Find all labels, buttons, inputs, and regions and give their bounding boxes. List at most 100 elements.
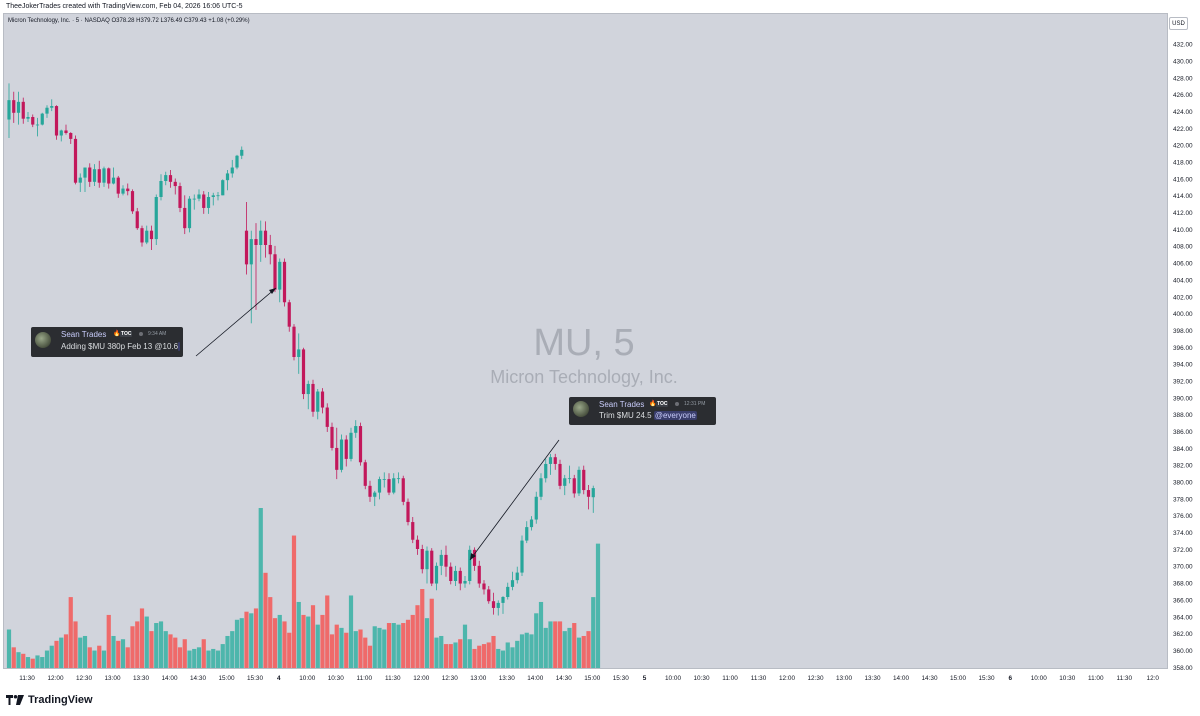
candle-body [26,117,30,119]
volume-bar [372,626,377,668]
volume-bar [296,601,301,668]
y-tick-label: 398.00 [1173,328,1193,335]
volume-bar [211,648,216,668]
volume-bar [21,653,26,668]
x-tick-label: 11:00 [356,675,372,682]
volume-bar [595,543,601,668]
candle-body [240,149,244,156]
candle-body [330,426,334,448]
volume-bar [182,639,187,668]
volume-bar [68,597,73,668]
candle-body [363,462,367,486]
candle-body [382,479,386,480]
role-badge: TOC [656,401,669,407]
volume-bar [344,632,349,668]
candle-body [339,439,344,470]
volume-bar [111,635,116,668]
candle-body [263,230,268,245]
candle-body [278,261,282,290]
candle-body [102,168,106,183]
volume-bar [363,637,368,668]
x-tick-label: 5 [643,675,647,682]
x-tick-label: 14:00 [527,675,543,682]
candle-body [434,565,439,584]
arrowhead-2 [470,553,476,560]
volume-bar [277,614,282,668]
candlestick-series[interactable] [7,83,595,616]
x-tick-label: 6 [1008,675,1012,682]
x-tick-label: 14:00 [162,675,178,682]
candle-body [420,549,424,570]
volume-bar [405,619,411,668]
chart-background [4,14,1167,668]
y-tick-label: 376.00 [1173,513,1193,520]
y-tick-label: 362.00 [1173,631,1193,638]
volume-bar [149,631,154,668]
volume-bar [576,637,582,668]
volume-bar [206,650,211,668]
volume-bar [44,650,50,668]
message-time: 9:34 AM [148,331,167,337]
arrow-line-1 [195,287,277,357]
volume-bar [467,639,472,668]
candle-body [254,239,258,245]
y-tick-label: 370.00 [1173,564,1193,571]
y-tick-label: 432.00 [1173,42,1193,49]
candle-body [349,432,353,459]
candle-body [468,549,472,581]
volume-bar [230,631,235,668]
volume-bar [25,657,31,668]
volume-bar [567,627,572,668]
price-chart[interactable]: MU, 5 Micron Technology, Inc. [4,14,1168,669]
volume-bar [272,618,278,668]
candle-body [178,186,182,208]
candle-body [259,230,263,245]
volume-bar [462,624,468,668]
volume-bar [510,647,515,668]
message-text: Adding $MU 380p Feb 13 @10.6 [61,342,181,351]
volume-bar [78,637,83,668]
annotation-arrows [195,287,560,561]
volume-bar [453,642,458,668]
x-tick-label: 12:00 [413,675,429,682]
volume-bar [448,644,453,668]
volume-bar [306,616,311,668]
y-tick-label: 380.00 [1173,480,1193,487]
chart-pane[interactable]: MU, 5 Micron Technology, Inc. [3,13,1168,669]
x-tick-label: 10:00 [299,675,315,682]
currency-button[interactable]: USD [1169,17,1188,30]
candle-body [430,550,434,584]
y-tick-label: 422.00 [1173,126,1193,133]
candle-body [529,519,534,528]
candle-body [235,155,239,168]
x-tick-label: 11:30 [751,675,767,682]
y-tick-label: 374.00 [1173,530,1193,537]
volume-bar [491,635,496,668]
candle-body [297,349,301,357]
candle-body [192,198,196,200]
candle-body [97,169,101,183]
message-author: Sean Trades [599,400,645,409]
candle-body [534,496,538,520]
candle-body [21,101,25,119]
volume-bar [420,589,425,668]
candle-body [506,586,510,597]
candle-body [88,167,92,182]
candle-body [183,207,187,229]
x-tick-label: 15:30 [613,675,629,682]
candle-body [591,488,595,498]
candle-body [221,180,225,196]
volume-bar [410,614,415,668]
volume-bar [529,634,534,668]
candle-body [78,177,82,183]
candle-body [206,197,211,208]
volume-bar [320,614,325,668]
candle-body [244,230,249,265]
volume-bar [586,631,591,668]
volume-bar [173,637,178,668]
volume-bar [287,632,292,668]
symbol-legend[interactable]: Micron Technology, Inc. · 5 · NASDAQ O37… [8,18,250,24]
candle-body [35,124,40,126]
candle-body [406,501,410,523]
x-tick-label: 13:00 [105,675,121,682]
